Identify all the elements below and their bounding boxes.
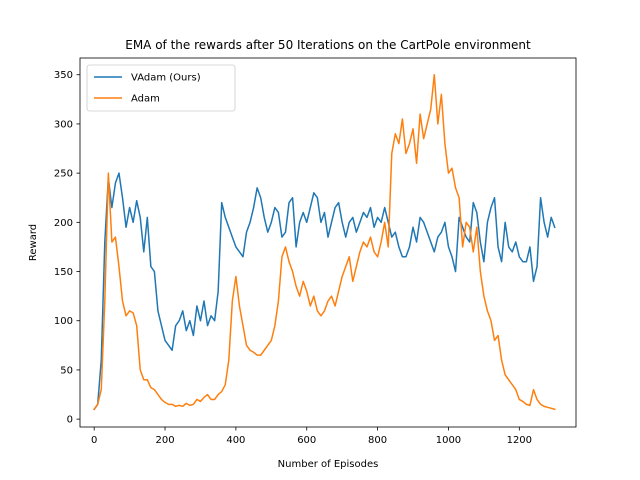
x-axis-label: Number of Episodes [278, 459, 379, 470]
x-tick-label: 600 [297, 435, 316, 446]
y-tick-label: 250 [54, 169, 73, 180]
series-line-0 [93, 172, 556, 411]
y-tick-label: 200 [54, 218, 73, 229]
legend-label-0: VAdam (Ours) [131, 73, 201, 84]
x-tick-label: 800 [368, 435, 387, 446]
plot-area [93, 73, 556, 411]
axis-ticks: 0 200 400 600 800 1000 1200 0 50 100 150 200 250 300 3… [54, 70, 532, 446]
legend: VAdam (Ours) Adam [86, 64, 236, 112]
y-tick-label: 350 [54, 70, 73, 81]
x-tick-label: 200 [155, 435, 174, 446]
chart-title: EMA of the rewards after 50 Iterations o… [125, 38, 531, 52]
legend-box [86, 64, 236, 112]
y-tick-label: 300 [54, 119, 73, 130]
series-line-1 [93, 73, 556, 411]
legend-label-1: Adam [131, 94, 160, 105]
x-tick-label: 1200 [507, 435, 532, 446]
y-tick-label: 0 [67, 415, 73, 426]
x-tick-label: 400 [226, 435, 245, 446]
y-tick-label: 100 [54, 316, 73, 327]
x-tick-label: 1000 [436, 435, 461, 446]
y-tick-label: 50 [60, 365, 73, 376]
plot-frame [79, 57, 577, 428]
y-axis-label: Reward [28, 224, 39, 261]
y-tick-label: 150 [54, 267, 73, 278]
x-tick-label: 0 [91, 435, 97, 446]
